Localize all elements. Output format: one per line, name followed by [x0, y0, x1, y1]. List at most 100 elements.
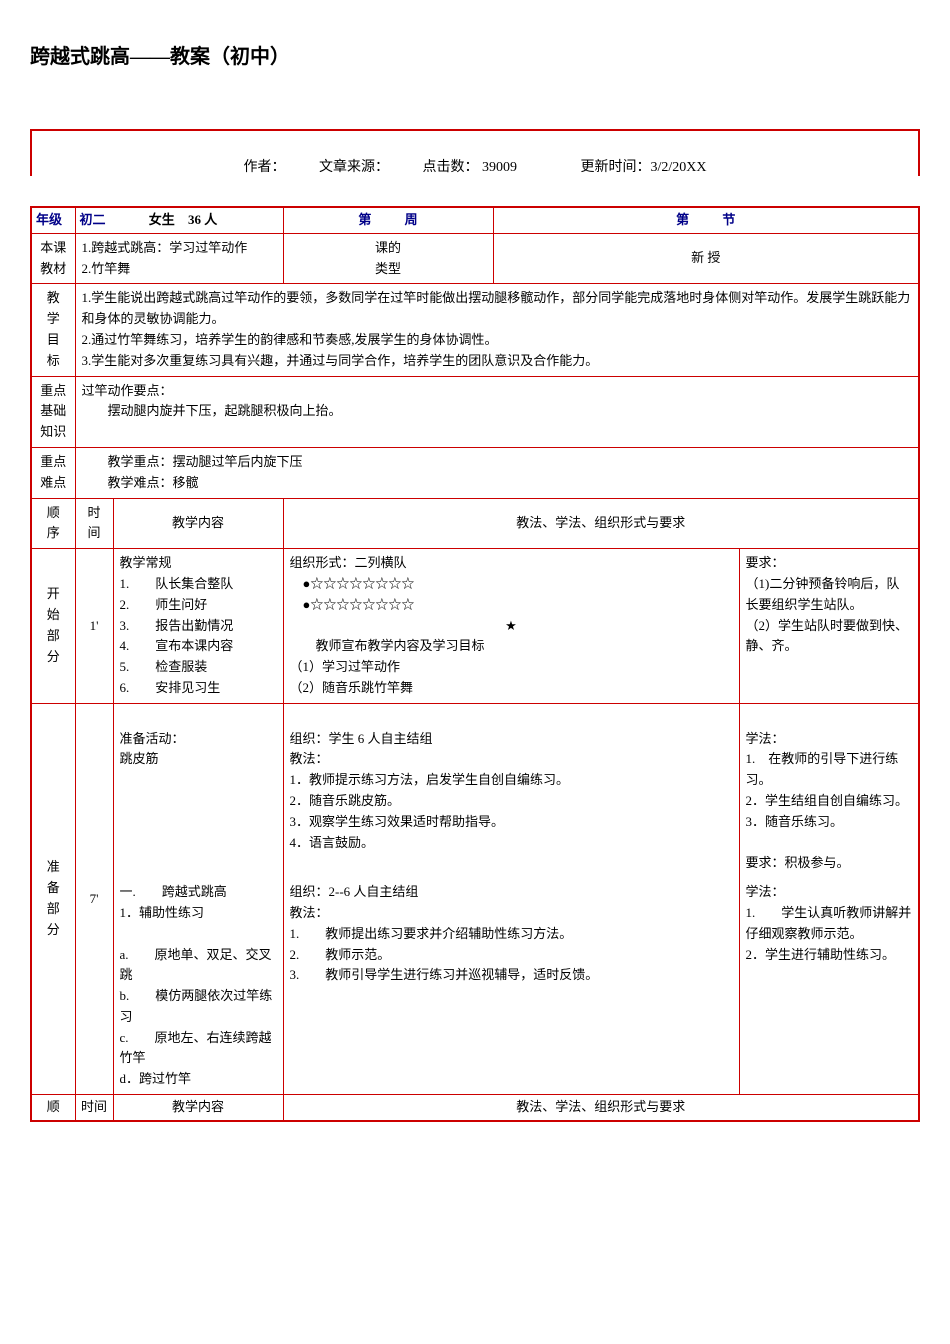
start-org-star: ★ [290, 616, 733, 637]
start-item-6: 6. 安排见习生 [120, 678, 277, 699]
start-req-title: 要求： [746, 553, 913, 574]
seq-header: 顺 序 [31, 498, 75, 549]
main-learn: 学法： 1. 学生认真听教师讲解并仔细观察教师示范。 2．学生进行辅助性练习。 [739, 878, 919, 1094]
meta-line: 作者： 文章来源： 点击数： 39009 更新时间：3/2/20XX [30, 129, 920, 176]
main-section-row: 一. 跨越式跳高 1．辅助性练习 a. 原地单、双足、交叉跳 b. 模仿两腿依次… [31, 878, 919, 1094]
period2-unit: 节 [722, 212, 735, 227]
period2-label: 第 [676, 212, 689, 227]
keypoint-row: 重点 基础 知识 过竿动作要点： 摆动腿内旋并下压，起跳腿积极向上抬。 [31, 376, 919, 447]
lesson-plan-table: 年级 初二 女生 36 人 第 周 第 节 本课 教材 1.跨越式跳高：学习过竿… [30, 206, 920, 1122]
main-learn-title: 学法： [746, 882, 913, 903]
main-teach-1: 1. 教师提出练习要求并介绍辅助性练习方法。 [290, 924, 733, 945]
start-item-2: 2. 师生问好 [120, 595, 277, 616]
update-label: 更新时间：3/2/20XX [581, 156, 707, 176]
main-teach-2: 2. 教师示范。 [290, 945, 733, 966]
main-org: 组织：2--6 人自主结组 教法： 1. 教师提出练习要求并介绍辅助性练习方法。… [283, 878, 739, 1094]
start-item-4: 4. 宣布本课内容 [120, 636, 277, 657]
footer-method: 教法、学法、组织形式与要求 [283, 1095, 919, 1121]
main-content-title: 一. 跨越式跳高 [120, 882, 277, 903]
start-section-row: 开 始 部 分 1' 教学常规 1. 队长集合整队 2. 师生问好 3. 报告出… [31, 549, 919, 704]
main-learn-2: 2．学生进行辅助性练习。 [746, 945, 913, 966]
footer-header-row: 顺 时间 教学内容 教法、学法、组织形式与要求 [31, 1095, 919, 1121]
difficulty-row: 重点 难点 教学重点：摆动腿过竿后内旋下压 教学难点：移髋 [31, 447, 919, 498]
main-content-a: a. 原地单、双足、交叉跳 [120, 945, 277, 987]
keypoint-body: 摆动腿内旋并下压，起跳腿积极向上抬。 [82, 401, 913, 422]
prep-org-title: 组织：学生 6 人自主结组 [290, 729, 733, 750]
hits-value: 39009 [482, 160, 517, 176]
prep-learn-2: 2．学生结组自创自编练习。 [746, 791, 913, 812]
method-header: 教法、学法、组织形式与要求 [283, 498, 919, 549]
author-label: 作者： [244, 156, 286, 176]
prep-content-body: 跳皮筋 [120, 749, 277, 770]
prep-learn: 学法： 1. 在教师的引导下进行练习。 2．学生结组自创自编练习。 3．随音乐练… [739, 703, 919, 878]
keypoint-content: 过竿动作要点： 摆动腿内旋并下压，起跳腿积极向上抬。 [75, 376, 919, 447]
section-header-row: 顺 序 时间 教学内容 教法、学法、组织形式与要求 [31, 498, 919, 549]
course-content: 1.跨越式跳高：学习过竿动作 2.竹竿舞 [75, 233, 283, 284]
course-type-label: 课的 类型 [283, 233, 493, 284]
start-org-sub: 教师宣布教学内容及学习目标 [290, 636, 733, 657]
grade-value: 初二 [80, 212, 106, 227]
start-req-1: （1)二分钟预备铃响后，队长要组织学生站队。 [746, 574, 913, 616]
diff-line2: 教学难点：移髋 [82, 473, 913, 494]
start-req: 要求： （1)二分钟预备铃响后，队长要组织学生站队。 （2）学生站队时要做到快、… [739, 549, 919, 704]
prep-req: 要求：积极参与。 [746, 853, 913, 874]
grade-row: 年级 初二 女生 36 人 第 周 第 节 [31, 207, 919, 233]
main-content-sub: 1．辅助性练习 [120, 903, 277, 924]
main-content-d: d．跨过竹竿 [120, 1069, 277, 1090]
start-org-title: 组织形式：二列横队 [290, 553, 733, 574]
count: 36 人 [188, 212, 217, 227]
document-title: 跨越式跳高——教案（初中） [30, 40, 920, 69]
goal-row: 教 学 目 标 1.学生能说出跨越式跳高过竿动作的要领，多数同学在过竿时能做出摆… [31, 284, 919, 376]
keypoint-label: 重点 基础 知识 [31, 376, 75, 447]
start-content-title: 教学常规 [120, 553, 277, 574]
footer-time: 时间 [75, 1095, 113, 1121]
start-org-line2: ●☆☆☆☆☆☆☆☆ [290, 595, 733, 616]
prep-content: 准备活动： 跳皮筋 [113, 703, 283, 878]
start-item-1: 1. 队长集合整队 [120, 574, 277, 595]
period1-label: 第 [358, 212, 371, 227]
prep-teach-title: 教法： [290, 749, 733, 770]
main-teach-3: 3. 教师引导学生进行练习并巡视辅导，适时反馈。 [290, 965, 733, 986]
prep-content-title: 准备活动： [120, 729, 277, 750]
start-org-item1: （1）学习过竿动作 [290, 657, 733, 678]
start-seq: 开 始 部 分 [31, 549, 75, 704]
start-org-line1: ●☆☆☆☆☆☆☆☆ [290, 574, 733, 595]
start-req-2: （2）学生站队时要做到快、静、齐。 [746, 616, 913, 658]
prep-teach-4: 4．语言鼓励。 [290, 833, 733, 854]
prep-teach-2: 2．随音乐跳皮筋。 [290, 791, 733, 812]
prep-section-row: 准 备 部 分 7' 准备活动： 跳皮筋 组织：学生 6 人自主结组 教法： 1… [31, 703, 919, 878]
course-label: 本课 教材 [31, 233, 75, 284]
difficulty-content: 教学重点：摆动腿过竿后内旋下压 教学难点：移髋 [75, 447, 919, 498]
footer-seq: 顺 [31, 1095, 75, 1121]
period1-unit: 周 [405, 212, 418, 227]
start-content: 教学常规 1. 队长集合整队 2. 师生问好 3. 报告出勤情况 4. 宣布本课… [113, 549, 283, 704]
hits-label: 点击数： [423, 156, 479, 176]
prep-learn-title: 学法： [746, 729, 913, 750]
main-content-b: b. 模仿两腿依次过竿练习 [120, 986, 277, 1028]
content-header: 教学内容 [113, 498, 283, 549]
prep-org: 组织：学生 6 人自主结组 教法： 1．教师提示练习方法，启发学生自创自编练习。… [283, 703, 739, 878]
main-teach-title: 教法： [290, 903, 733, 924]
start-time: 1' [75, 549, 113, 704]
footer-content: 教学内容 [113, 1095, 283, 1121]
prep-seq: 准 备 部 分 [31, 703, 75, 1094]
prep-time: 7' [75, 703, 113, 1094]
prep-learn-1: 1. 在教师的引导下进行练习。 [746, 749, 913, 791]
course-type-value: 新 授 [493, 233, 919, 284]
main-content-c: c. 原地左、右连续跨越竹竿 [120, 1028, 277, 1070]
main-learn-1: 1. 学生认真听教师讲解并仔细观察教师示范。 [746, 903, 913, 945]
goal-label: 教 学 目 标 [31, 284, 75, 376]
course-row: 本课 教材 1.跨越式跳高：学习过竿动作 2.竹竿舞 课的 类型 新 授 [31, 233, 919, 284]
prep-learn-3: 3．随音乐练习。 [746, 812, 913, 833]
time-header: 时间 [75, 498, 113, 549]
gender: 女生 [149, 212, 175, 227]
keypoint-title: 过竿动作要点： [82, 381, 913, 402]
goal-content: 1.学生能说出跨越式跳高过竿动作的要领，多数同学在过竿时能做出摆动腿移髋动作，部… [75, 284, 919, 376]
start-org-item2: （2）随音乐跳竹竿舞 [290, 678, 733, 699]
main-org-title: 组织：2--6 人自主结组 [290, 882, 733, 903]
start-item-5: 5. 检查服装 [120, 657, 277, 678]
prep-teach-1: 1．教师提示练习方法，启发学生自创自编练习。 [290, 770, 733, 791]
main-content: 一. 跨越式跳高 1．辅助性练习 a. 原地单、双足、交叉跳 b. 模仿两腿依次… [113, 878, 283, 1094]
prep-teach-3: 3．观察学生练习效果适时帮助指导。 [290, 812, 733, 833]
start-org: 组织形式：二列横队 ●☆☆☆☆☆☆☆☆ ●☆☆☆☆☆☆☆☆ ★ 教师宣布教学内容… [283, 549, 739, 704]
